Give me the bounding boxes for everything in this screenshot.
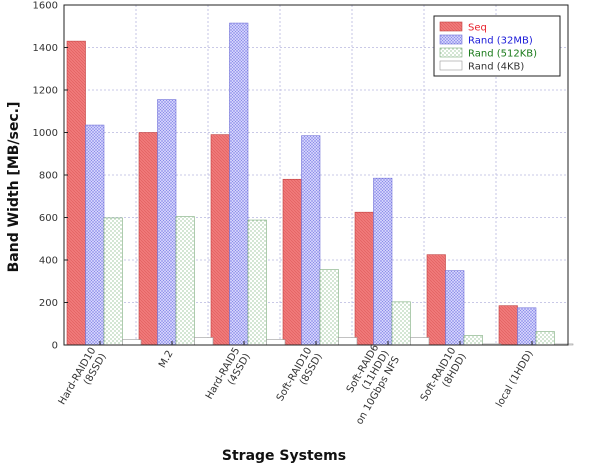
x-tick-label: Soft-RAID6(11HDD)on 10Gbps NFS <box>333 343 402 427</box>
bar-rand-32mb <box>229 22 249 346</box>
y-tick-label: 1600 <box>33 1 58 12</box>
legend-label: Seq <box>468 23 487 34</box>
svg-text:local (1HDD): local (1HDD) <box>494 349 535 410</box>
legend-label: Rand (512KB) <box>468 49 537 60</box>
bar-seq <box>354 211 374 346</box>
bar-seq <box>282 178 302 346</box>
bar-rand-32mb <box>157 99 177 346</box>
x-axis-title: Strage Systems <box>222 448 346 464</box>
bar-rand-4kb <box>338 337 358 346</box>
x-tick-label: Soft-RAID10(8HDD) <box>419 346 469 410</box>
legend-entry-rand-512kb: Rand (512KB) <box>439 47 537 60</box>
x-tick-label: M.2 <box>157 349 176 370</box>
x-tick-label: Hard-RAID5(4SSD) <box>204 346 253 408</box>
svg-text:Hard-RAID5(4SSD): Hard-RAID5(4SSD) <box>204 346 253 408</box>
x-axis-ticks: Hard-RAID10(8SSD) M.2 Hard-RAID5(4SSD) Soft… <box>57 341 536 427</box>
bar-rand-512kb <box>463 335 483 346</box>
bar-seq <box>66 40 86 346</box>
x-tick-label: local (1HDD) <box>494 349 535 410</box>
bar-rand-512kb <box>391 301 411 346</box>
y-tick-label: 800 <box>39 171 58 182</box>
x-tick-label: Soft-RAID10(8SSD) <box>275 346 325 410</box>
svg-text:Soft-RAID10(8SSD): Soft-RAID10(8SSD) <box>275 346 325 410</box>
bar-rand-32mb <box>85 124 105 346</box>
legend-swatch <box>439 21 463 32</box>
y-tick-label: 400 <box>39 256 58 267</box>
y-axis-title: Band Width [MB/sec.] <box>6 102 22 273</box>
bar-seq <box>426 254 446 346</box>
y-tick-label: 200 <box>39 298 58 309</box>
bar-seq <box>138 132 158 346</box>
svg-text:M.2: M.2 <box>157 349 176 370</box>
legend-entry-rand-32mb: Rand (32MB) <box>439 34 533 47</box>
bar-rand-32mb <box>301 135 321 346</box>
svg-text:Soft-RAID10(8HDD): Soft-RAID10(8HDD) <box>419 346 469 410</box>
legend: Seq Rand (32MB) Rand (512KB) Rand (4KB) <box>433 15 561 77</box>
legend-label: Rand (4KB) <box>468 62 524 73</box>
bar-seq <box>210 134 230 346</box>
legend-entry-rand-4kb: Rand (4KB) <box>439 60 524 73</box>
bar-rand-32mb <box>373 177 393 346</box>
bar-rand-512kb <box>319 269 339 346</box>
bar-rand-512kb <box>175 216 195 346</box>
bar-rand-32mb <box>517 307 537 346</box>
legend-label: Rand (32MB) <box>468 36 533 47</box>
svg-text:Soft-RAID6(11HDD)on 10Gbps NFS: Soft-RAID6(11HDD)on 10Gbps NFS <box>333 343 402 427</box>
y-axis-ticks: 0 200 400 600 800 1000 1200 1400 1600 <box>33 1 68 352</box>
legend-swatch <box>439 47 463 58</box>
bar-rand-4kb <box>266 339 286 346</box>
bar-rand-512kb <box>535 331 555 346</box>
legend-swatch <box>439 34 463 45</box>
bar-seq <box>498 305 518 346</box>
legend-entry-seq: Seq <box>439 21 487 34</box>
y-tick-label: 600 <box>39 213 58 224</box>
bar-rand-4kb <box>410 337 430 346</box>
svg-text:Hard-RAID10(8SSD): Hard-RAID10(8SSD) <box>57 346 109 413</box>
y-tick-label: 0 <box>52 341 58 352</box>
bar-rand-4kb <box>194 337 214 346</box>
y-tick-label: 1400 <box>33 43 58 54</box>
bar-rand-512kb <box>247 219 267 346</box>
legend-swatch <box>439 60 463 71</box>
x-tick-label: Hard-RAID10(8SSD) <box>57 346 109 413</box>
bar-rand-32mb <box>445 270 465 346</box>
bar-rand-4kb <box>122 339 142 346</box>
y-tick-label: 1000 <box>33 128 58 139</box>
y-tick-label: 1200 <box>33 86 58 97</box>
bar-rand-512kb <box>103 217 123 346</box>
